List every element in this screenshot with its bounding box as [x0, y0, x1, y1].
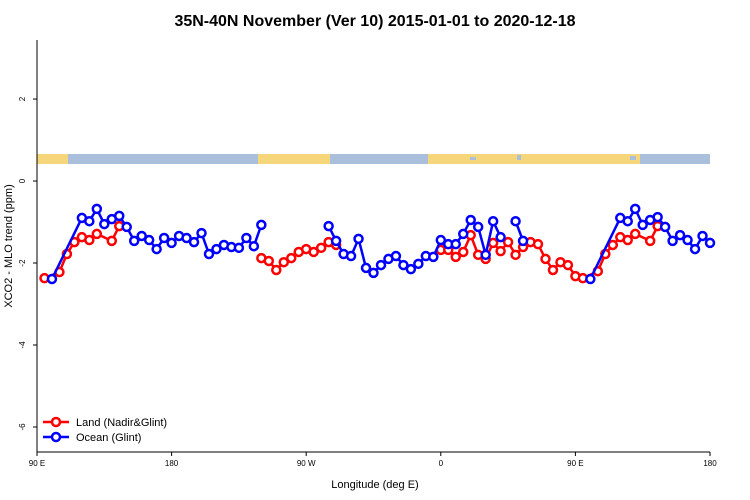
- data-point: [390, 250, 402, 262]
- data-point: [532, 238, 544, 250]
- data-point: [211, 243, 222, 255]
- x-tick-label: 90 W: [297, 459, 316, 468]
- data-point: [435, 234, 447, 246]
- data-point: [517, 235, 529, 247]
- data-point: [188, 236, 200, 248]
- x-tick-label: 180: [703, 459, 717, 468]
- data-point: [353, 233, 364, 245]
- data-point: [271, 264, 282, 276]
- data-point: [203, 248, 215, 260]
- data-point: [495, 231, 506, 243]
- y-tick-label: -2: [18, 259, 27, 267]
- data-point: [644, 235, 656, 247]
- data-point: [428, 251, 439, 263]
- data-point: [487, 215, 499, 227]
- data-point: [398, 259, 409, 271]
- data-point: [181, 232, 192, 244]
- data-point: [689, 243, 701, 255]
- data-point: [450, 238, 462, 250]
- data-point: [46, 273, 58, 285]
- data-point: [457, 246, 469, 258]
- data-point: [502, 236, 514, 248]
- chart-title: 35N-40N November (Ver 10) 2015-01-01 to …: [174, 13, 575, 30]
- data-point: [629, 228, 641, 240]
- data-point: [91, 203, 103, 215]
- data-point: [472, 221, 484, 233]
- legend-marker: [50, 416, 62, 428]
- data-point: [158, 232, 170, 244]
- data-point: [629, 203, 641, 215]
- data-point: [91, 228, 103, 240]
- data-point: [278, 256, 290, 268]
- data-point: [315, 242, 327, 254]
- y-tick-label: -6: [18, 423, 27, 431]
- data-point: [457, 228, 469, 240]
- data-point: [622, 234, 633, 246]
- data-point: [413, 258, 424, 270]
- data-point: [704, 237, 716, 249]
- data-point: [682, 234, 693, 246]
- data-point: [256, 219, 267, 231]
- x-tick-label: 90 E: [567, 459, 583, 468]
- land-ocean-strip: [37, 154, 710, 164]
- y-tick-label: 0: [18, 178, 27, 183]
- data-point: [323, 220, 334, 232]
- data-point: [151, 243, 162, 255]
- x-axis-label: Longitude (deg E): [331, 479, 418, 491]
- data-point: [233, 242, 245, 254]
- data-point: [84, 234, 95, 246]
- data-point: [263, 255, 275, 267]
- data-point: [652, 211, 663, 223]
- data-point: [84, 215, 95, 227]
- data-point: [99, 218, 110, 230]
- y-tick-label: 2: [18, 96, 27, 101]
- data-point: [166, 237, 177, 249]
- data-point: [114, 210, 125, 222]
- data-point: [285, 252, 297, 264]
- data-point: [405, 263, 417, 275]
- y-tick-label: -4: [18, 341, 27, 349]
- data-point: [510, 215, 521, 227]
- data-point: [241, 232, 252, 244]
- x-tick-label: 90 E: [29, 459, 45, 468]
- data-point: [450, 251, 462, 263]
- data-point: [659, 221, 671, 233]
- data-point: [637, 219, 648, 231]
- data-point: [465, 214, 476, 226]
- data-point: [697, 230, 708, 242]
- x-tick-label: 180: [165, 459, 179, 468]
- data-point: [345, 250, 357, 262]
- data-point: [121, 221, 132, 233]
- x-tick-label: 0: [439, 459, 444, 468]
- data-point: [106, 235, 118, 247]
- data-point: [136, 230, 147, 242]
- data-point: [480, 249, 491, 261]
- data-point: [540, 253, 551, 265]
- legend-label: Ocean (Glint): [76, 432, 141, 444]
- data-point: [667, 235, 678, 247]
- data-point: [495, 245, 506, 257]
- data-point: [360, 262, 372, 274]
- data-point: [368, 267, 379, 279]
- legend-marker: [50, 431, 62, 443]
- data-point: [585, 273, 596, 285]
- data-point: [622, 215, 633, 227]
- data-point: [510, 249, 521, 261]
- data-point: [375, 259, 387, 271]
- data-point: [143, 234, 155, 246]
- data-point: [562, 259, 574, 271]
- data-point: [487, 237, 499, 249]
- data-point: [607, 239, 619, 251]
- data-point: [248, 240, 260, 252]
- data-point: [547, 264, 559, 276]
- data-point: [196, 227, 207, 239]
- data-point: [308, 246, 319, 258]
- data-point: [674, 229, 686, 241]
- legend-label: Land (Nadir&Glint): [76, 417, 167, 429]
- data-point: [128, 235, 140, 247]
- y-axis-label: XCO2 - MLO trend (ppm): [3, 184, 15, 307]
- data-point: [330, 235, 342, 247]
